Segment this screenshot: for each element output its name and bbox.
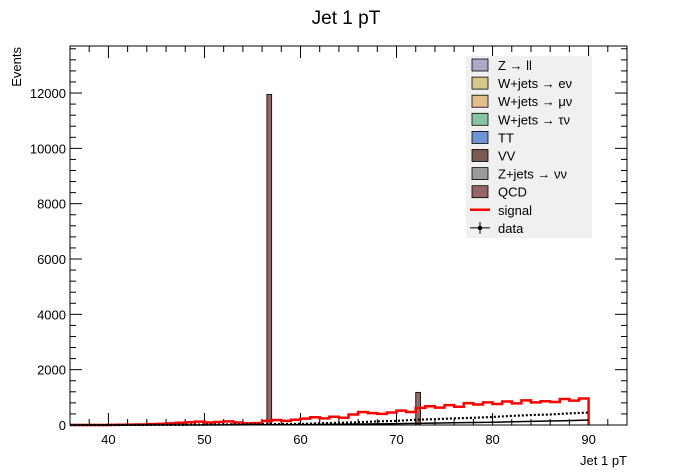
background-total bbox=[70, 419, 589, 426]
x-tick-label: 90 bbox=[581, 432, 595, 447]
legend-swatch bbox=[471, 94, 489, 108]
y-tick-label: 4000 bbox=[37, 307, 66, 322]
legend-swatch bbox=[471, 185, 489, 199]
y-tick-label: 0 bbox=[59, 418, 66, 433]
chart-title: Jet 1 pT bbox=[312, 8, 381, 29]
legend-label: W+jets → μν bbox=[498, 94, 572, 109]
legend-marker-dot bbox=[477, 225, 483, 231]
legend-swatch bbox=[471, 130, 489, 144]
x-axis-title: Jet 1 pT bbox=[580, 453, 627, 468]
x-tick-label: 80 bbox=[485, 432, 499, 447]
signal-histogram bbox=[70, 397, 590, 427]
legend-swatch bbox=[471, 76, 489, 90]
legend-label: W+jets → eν bbox=[498, 76, 572, 91]
y-tick-label: 2000 bbox=[37, 363, 66, 378]
legend-label: W+jets → τν bbox=[498, 112, 570, 127]
x-tick-label: 50 bbox=[197, 432, 211, 447]
legend-label: data bbox=[498, 221, 524, 236]
legend-label: signal bbox=[498, 203, 532, 218]
x-tick-label: 40 bbox=[101, 432, 115, 447]
legend-label: VV bbox=[498, 149, 516, 164]
y-tick-label: 10000 bbox=[30, 141, 66, 156]
x-tick-label: 60 bbox=[293, 432, 307, 447]
y-tick-label: 12000 bbox=[30, 86, 66, 101]
data-points bbox=[70, 411, 589, 427]
bar-qcd bbox=[266, 94, 273, 426]
y-tick-label: 8000 bbox=[37, 197, 66, 212]
legend-swatch bbox=[471, 167, 489, 181]
legend-swatch bbox=[471, 149, 489, 162]
legend-label: Z → ll bbox=[498, 58, 532, 73]
legend-label: Z+jets → νν bbox=[498, 167, 567, 182]
x-tick-label: 70 bbox=[389, 432, 403, 447]
plot-frame bbox=[69, 45, 628, 426]
legend-label: TT bbox=[498, 130, 514, 145]
axes-frame bbox=[69, 45, 628, 426]
legend: Z → ll W+jets → eν W+jets → μν W+jets → τν T… bbox=[466, 56, 592, 238]
legend-label: QCD bbox=[498, 185, 527, 200]
legend-swatch bbox=[471, 58, 489, 72]
legend-swatch bbox=[471, 112, 489, 126]
y-axis-title: Events bbox=[9, 47, 24, 87]
y-tick-label: 6000 bbox=[37, 252, 66, 267]
